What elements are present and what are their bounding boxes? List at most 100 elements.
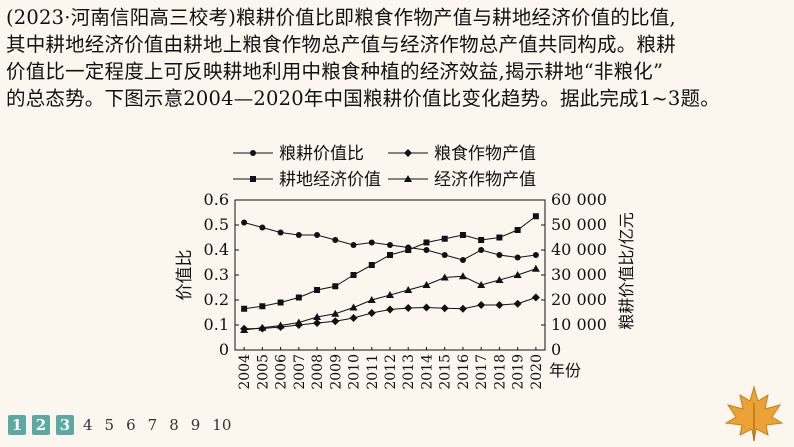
data-point bbox=[350, 272, 357, 278]
x-axis-tick-label: 2008 bbox=[310, 354, 326, 390]
legend-label: 经济作物产值 bbox=[434, 170, 536, 190]
maple-leaf-icon bbox=[724, 385, 784, 442]
data-point bbox=[294, 318, 303, 326]
left-axis-tick-label: 0.5 bbox=[204, 215, 229, 234]
data-point bbox=[240, 326, 249, 333]
data-point bbox=[387, 242, 393, 248]
data-point bbox=[513, 299, 522, 308]
right-axis-tick-label: 10 000 bbox=[551, 315, 607, 334]
right-axis-tick-label: 40 000 bbox=[551, 240, 607, 259]
data-point bbox=[313, 319, 322, 327]
data-point bbox=[422, 303, 431, 312]
data-point bbox=[314, 232, 321, 238]
page-number-8[interactable]: 8 bbox=[169, 416, 179, 434]
x-axis-tick-label: 2011 bbox=[365, 354, 381, 390]
x-axis-tick-label: 2007 bbox=[292, 354, 308, 390]
data-point bbox=[478, 247, 485, 253]
page-number-9[interactable]: 9 bbox=[190, 416, 201, 434]
data-point bbox=[514, 254, 521, 261]
data-point bbox=[313, 313, 322, 320]
data-point bbox=[532, 252, 539, 258]
x-axis-tick-label: 2015 bbox=[438, 354, 454, 390]
data-point bbox=[368, 262, 375, 268]
page-number-5[interactable]: 5 bbox=[104, 416, 115, 434]
x-axis-label: 年份 bbox=[549, 361, 581, 380]
data-point bbox=[422, 281, 431, 288]
right-axis-tick-label: 60 000 bbox=[551, 190, 607, 209]
question-line: 的总态势。下图示意2004—2020年中国粮耕价值比变化趋势。据此完成1~3题。 bbox=[6, 87, 720, 110]
data-point bbox=[386, 291, 394, 298]
left-axis-tick-label: 0.1 bbox=[204, 315, 229, 334]
x-axis-tick-label: 2018 bbox=[492, 354, 508, 390]
data-point bbox=[258, 323, 267, 331]
data-point bbox=[423, 247, 430, 253]
data-point bbox=[458, 272, 467, 280]
data-point bbox=[332, 283, 339, 290]
x-axis-tick-label: 2017 bbox=[474, 354, 490, 390]
page-number-10[interactable]: 10 bbox=[212, 416, 232, 434]
data-point bbox=[532, 213, 539, 220]
data-point bbox=[477, 301, 486, 309]
right-axis-label: 粮耕价值比/亿元 bbox=[617, 212, 636, 329]
left-axis-tick-label: 0.4 bbox=[204, 240, 229, 259]
data-point bbox=[295, 294, 302, 301]
data-point bbox=[440, 304, 449, 313]
data-point bbox=[314, 287, 321, 293]
data-point bbox=[350, 242, 357, 248]
legend-label: 粮食作物产值 bbox=[434, 144, 536, 164]
data-point bbox=[241, 305, 248, 312]
data-point bbox=[349, 314, 358, 322]
data-point bbox=[495, 301, 504, 309]
x-axis-tick-label: 2020 bbox=[529, 354, 545, 390]
data-point bbox=[459, 257, 466, 263]
data-point bbox=[259, 303, 266, 310]
data-point bbox=[496, 252, 503, 258]
page-number-6[interactable]: 6 bbox=[126, 416, 136, 434]
page-number-1[interactable]: 1 bbox=[8, 415, 26, 435]
question-line: (2023·河南信阳高三校考)粮耕价值比即粮食作物产值与耕地经济价值的比值, bbox=[6, 6, 676, 29]
data-point bbox=[477, 281, 486, 288]
data-point bbox=[331, 317, 340, 326]
data-point bbox=[404, 304, 413, 312]
data-point bbox=[495, 276, 504, 283]
data-point bbox=[368, 239, 375, 246]
legend-marker bbox=[404, 149, 412, 157]
x-axis-tick-label: 2013 bbox=[401, 354, 417, 390]
legend-marker bbox=[250, 150, 256, 156]
page-number-7[interactable]: 7 bbox=[147, 416, 158, 434]
page-number-2[interactable]: 2 bbox=[32, 415, 50, 435]
question-text: (2023·河南信阳高三校考)粮耕价值比即粮食作物产值与耕地经济价值的比值, 其… bbox=[6, 4, 790, 112]
question-line: 其中耕地经济价值由耕地上粮食作物总产值与经济作物总产值共同构成。粮耕 bbox=[6, 33, 676, 56]
data-point bbox=[259, 224, 266, 231]
x-axis-tick-label: 2005 bbox=[255, 354, 271, 390]
data-point bbox=[241, 219, 248, 226]
left-axis-tick-label: 0.2 bbox=[204, 290, 229, 309]
data-point bbox=[440, 273, 449, 281]
x-axis-tick-label: 2012 bbox=[383, 354, 399, 390]
left-axis-tick-label: 0.6 bbox=[204, 190, 229, 209]
right-axis-tick-label: 50 000 bbox=[551, 215, 607, 234]
x-axis-tick-label: 2010 bbox=[347, 354, 363, 390]
x-axis-tick-label: 2006 bbox=[274, 354, 290, 390]
value-ratio-chart: 0 0.1 0.2 0.3 0.4 0.5 0.6 0 10 000 20 000 30 000 40… bbox=[175, 144, 636, 390]
question-line: 价值比一定程度上可反映耕地利用中粮食种植的经济效益,揭示耕地“非粮化” bbox=[6, 60, 664, 83]
data-point bbox=[478, 237, 485, 243]
data-point bbox=[404, 286, 413, 293]
x-axis-tick-label: 2004 bbox=[237, 354, 253, 390]
data-point bbox=[441, 235, 448, 242]
x-axis-tick-label: 2019 bbox=[511, 354, 527, 390]
data-point bbox=[277, 229, 284, 236]
legend-label: 粮耕价值比 bbox=[279, 144, 364, 164]
page-number-3[interactable]: 3 bbox=[56, 415, 74, 435]
data-point bbox=[531, 264, 540, 272]
data-point bbox=[386, 305, 394, 314]
page-number-4[interactable]: 4 bbox=[83, 416, 93, 434]
data-point bbox=[367, 309, 376, 317]
right-axis-tick-label: 0 bbox=[551, 340, 561, 359]
x-axis-tick-label: 2016 bbox=[456, 354, 472, 390]
data-point bbox=[295, 232, 302, 238]
data-point bbox=[276, 321, 285, 329]
data-point bbox=[423, 239, 430, 246]
left-axis-label: 价值比 bbox=[175, 250, 195, 301]
data-point bbox=[367, 296, 376, 303]
